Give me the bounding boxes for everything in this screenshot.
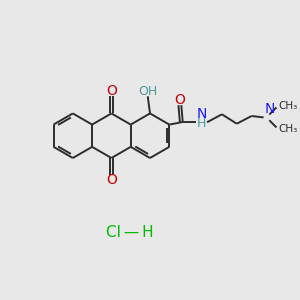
Text: CH₃: CH₃ bbox=[278, 101, 298, 111]
Text: O: O bbox=[106, 84, 117, 98]
Text: N: N bbox=[197, 107, 207, 121]
Text: CH₃: CH₃ bbox=[278, 124, 298, 134]
Text: H: H bbox=[197, 117, 206, 130]
Text: N: N bbox=[265, 102, 275, 116]
Text: Cl — H: Cl — H bbox=[106, 225, 154, 240]
Text: OH: OH bbox=[138, 85, 158, 98]
Text: O: O bbox=[106, 173, 117, 187]
Text: O: O bbox=[174, 93, 185, 107]
